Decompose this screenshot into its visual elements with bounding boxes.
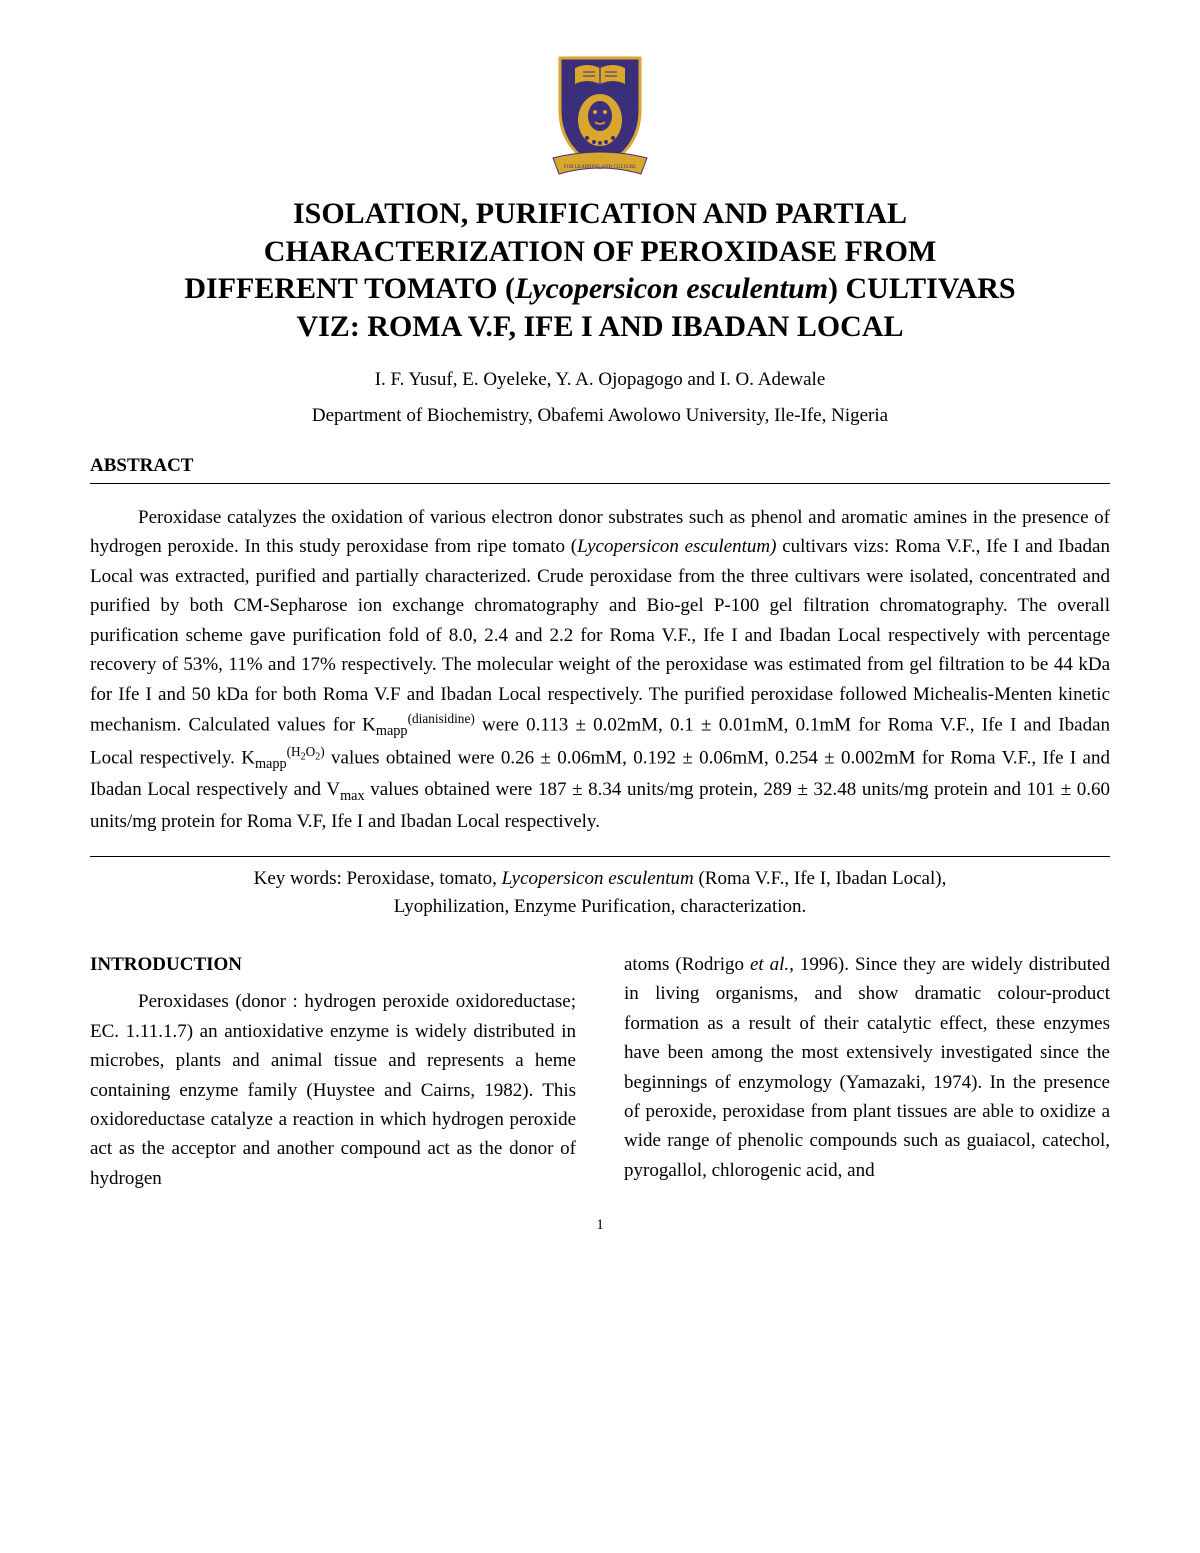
intro-col-right: atoms (Rodrigo et al., 1996). Since they… bbox=[624, 950, 1110, 1194]
paper-title: ISOLATION, PURIFICATION AND PARTIAL CHAR… bbox=[90, 195, 1110, 345]
abstract-text: Peroxidase catalyzes the oxidation of va… bbox=[90, 503, 1110, 837]
rule-bottom bbox=[90, 856, 1110, 857]
logo-container: FOR LEARNING AND CULTURE bbox=[90, 50, 1110, 185]
title-line-3-post: ) CULTIVARS bbox=[828, 272, 1016, 305]
title-line-3-pre: DIFFERENT TOMATO ( bbox=[184, 272, 515, 305]
intro-text-left: Peroxidases (donor : hydrogen peroxide o… bbox=[90, 987, 576, 1193]
intro-text-right: atoms (Rodrigo et al., 1996). Since they… bbox=[624, 950, 1110, 1186]
paper-page: FOR LEARNING AND CULTURE ISOLATION, PURI… bbox=[0, 0, 1200, 1274]
title-line-1: ISOLATION, PURIFICATION AND PARTIAL bbox=[293, 197, 907, 230]
affiliation-line: Department of Biochemistry, Obafemi Awol… bbox=[90, 405, 1110, 427]
keywords-text: Key words: Peroxidase, tomato, Lycopersi… bbox=[210, 865, 990, 922]
page-number: 1 bbox=[90, 1217, 1110, 1234]
authors-line: I. F. Yusuf, E. Oyeleke, Y. A. Ojopagogo… bbox=[90, 369, 1110, 391]
rule-top bbox=[90, 483, 1110, 484]
university-crest-icon: FOR LEARNING AND CULTURE bbox=[545, 50, 655, 185]
title-line-4: VIZ: ROMA V.F, IFE I AND IBADAN LOCAL bbox=[296, 310, 903, 343]
intro-heading: INTRODUCTION bbox=[90, 950, 576, 979]
intro-columns: INTRODUCTION Peroxidases (donor : hydrog… bbox=[90, 950, 1110, 1194]
title-line-2: CHARACTERIZATION OF PEROXIDASE FROM bbox=[264, 235, 937, 268]
crest-motto: FOR LEARNING AND CULTURE bbox=[564, 165, 636, 170]
intro-col-left: INTRODUCTION Peroxidases (donor : hydrog… bbox=[90, 950, 576, 1194]
title-line-3-italic: Lycopersicon esculentum bbox=[515, 272, 828, 305]
abstract-heading: ABSTRACT bbox=[90, 455, 1110, 477]
